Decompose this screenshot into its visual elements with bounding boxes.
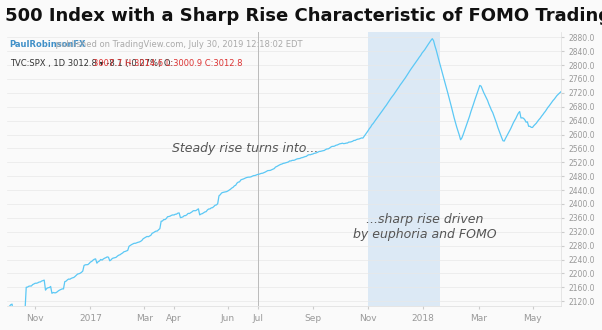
Title: S&P 500 Index with a Sharp Rise Characteristic of FOMO Trading: S&P 500 Index with a Sharp Rise Characte…: [0, 7, 602, 25]
Text: Steady rise turns into...: Steady rise turns into...: [172, 142, 318, 155]
Bar: [368, 32, 440, 307]
Text: published on TradingView.com, July 30, 2019 12:18:02 EDT: published on TradingView.com, July 30, 2…: [53, 40, 302, 49]
Text: TVC:SPX , 1D 3012.8 ▾ -8.1 (-0.27%) O:: TVC:SPX , 1D 3012.8 ▾ -8.1 (-0.27%) O:: [10, 59, 173, 69]
Text: ...sharp rise driven
by euphoria and FOMO: ...sharp rise driven by euphoria and FOM…: [353, 213, 497, 241]
Text: 3007.7 H:3014.6 L:3000.9 C:3012.8: 3007.7 H:3014.6 L:3000.9 C:3012.8: [93, 59, 242, 69]
Text: PaulRobinsonFX: PaulRobinsonFX: [10, 40, 86, 49]
